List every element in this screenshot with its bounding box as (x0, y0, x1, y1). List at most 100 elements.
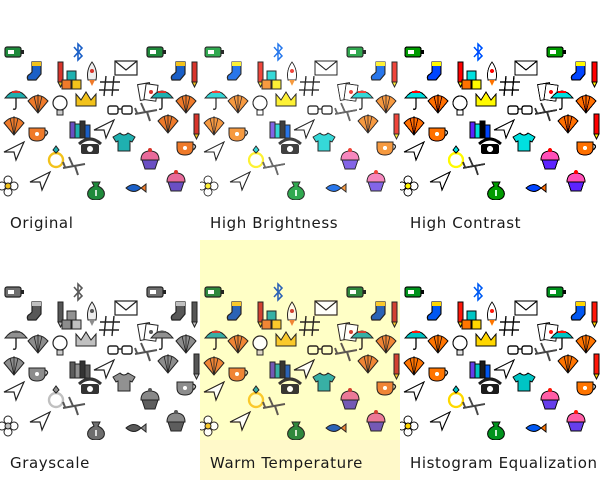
panel-grayscale: Grayscale (0, 240, 200, 480)
panel-histogram-equalization: Histogram Equalization (400, 240, 600, 480)
teacup-icon (176, 381, 197, 396)
books-icon (69, 360, 91, 379)
panel-high-brightness: High Brightness (200, 0, 400, 240)
cupcake-icon (140, 388, 160, 410)
airplane-icon (134, 102, 158, 122)
paper-plane-icon (29, 410, 52, 432)
hashtag-icon (499, 75, 520, 97)
tshirt-icon (512, 372, 536, 392)
sock-icon (570, 61, 586, 81)
flower-icon (400, 415, 419, 437)
eyeglasses-icon (307, 345, 333, 355)
sock-icon (226, 301, 242, 321)
shell-icon (227, 334, 249, 354)
battery-icon (546, 46, 566, 58)
shell-icon (575, 334, 597, 354)
umbrella-icon (549, 90, 575, 110)
books-icon (469, 120, 491, 139)
playing-cards-icon (336, 82, 359, 102)
shell-icon (357, 354, 379, 374)
telephone-icon (477, 137, 503, 154)
paper-plane-icon (203, 140, 226, 162)
airplane-icon (534, 102, 558, 122)
umbrella-icon (203, 330, 229, 350)
doodle-pattern (200, 42, 400, 200)
shell-icon (203, 116, 225, 136)
airplane-icon (62, 396, 86, 416)
shell-icon (557, 354, 579, 374)
airplane-icon (134, 342, 158, 362)
shell-icon (357, 114, 379, 134)
envelope-icon (314, 60, 338, 76)
fish-icon (325, 182, 347, 194)
ring-icon (247, 145, 265, 169)
shell-icon (203, 356, 225, 376)
battery-icon (404, 286, 424, 298)
envelope-icon (314, 300, 338, 316)
umbrella-icon (149, 330, 175, 350)
ring-icon (247, 385, 265, 409)
envelope-icon (114, 300, 138, 316)
ring-icon (447, 145, 465, 169)
teacup-icon (428, 367, 449, 382)
umbrella-icon (349, 90, 375, 110)
paper-plane-icon (493, 118, 516, 140)
pencil-icon (393, 113, 400, 141)
moneybag-icon (487, 421, 505, 440)
cupcake-icon (340, 388, 360, 410)
telephone-icon (277, 377, 303, 394)
lightbulb-icon (52, 95, 68, 116)
pattern-image-high-brightness (200, 0, 400, 200)
pencil-icon (391, 61, 398, 89)
lightbulb-icon (452, 335, 468, 356)
hashtag-icon (299, 75, 320, 97)
sock-icon (226, 61, 242, 81)
blocks-icon (61, 70, 82, 90)
ring-icon (47, 145, 65, 169)
lightbulb-icon (252, 95, 268, 116)
fish-icon (525, 422, 547, 434)
envelope-icon (514, 60, 538, 76)
hashtag-icon (99, 75, 120, 97)
panel-caption: Warm Temperature (210, 454, 363, 472)
paper-plane-icon (403, 380, 426, 402)
cupcake-icon (566, 410, 586, 432)
pencil-icon (193, 113, 200, 141)
eyeglasses-icon (507, 345, 533, 355)
airplane-icon (262, 396, 286, 416)
cupcake-icon (566, 170, 586, 192)
flower-icon (0, 415, 19, 437)
doodle-pattern (200, 282, 400, 440)
shell-icon (575, 94, 597, 114)
sock-icon (26, 61, 42, 81)
shell-icon (375, 94, 397, 114)
tshirt-icon (512, 132, 536, 152)
paper-plane-icon (293, 358, 316, 380)
panel-caption: Grayscale (10, 454, 90, 472)
umbrella-icon (349, 330, 375, 350)
flower-icon (400, 175, 419, 197)
battery-icon (146, 286, 166, 298)
pattern-image-warm-temperature (200, 240, 400, 440)
blocks-icon (261, 310, 282, 330)
crown-icon (475, 331, 497, 347)
teacup-icon (28, 127, 49, 142)
playing-cards-icon (536, 322, 559, 342)
shell-icon (427, 94, 449, 114)
eyeglasses-icon (107, 345, 133, 355)
pencil-icon (393, 353, 400, 381)
bluetooth-icon (473, 42, 484, 62)
bluetooth-icon (73, 282, 84, 302)
battery-icon (4, 286, 24, 298)
playing-cards-icon (136, 322, 159, 342)
crown-icon (275, 331, 297, 347)
ring-icon (47, 385, 65, 409)
pencil-icon (591, 61, 598, 89)
paper-plane-icon (429, 170, 452, 192)
sock-icon (426, 61, 442, 81)
umbrella-icon (149, 90, 175, 110)
battery-icon (404, 46, 424, 58)
paper-plane-icon (229, 410, 252, 432)
sock-icon (170, 61, 186, 81)
